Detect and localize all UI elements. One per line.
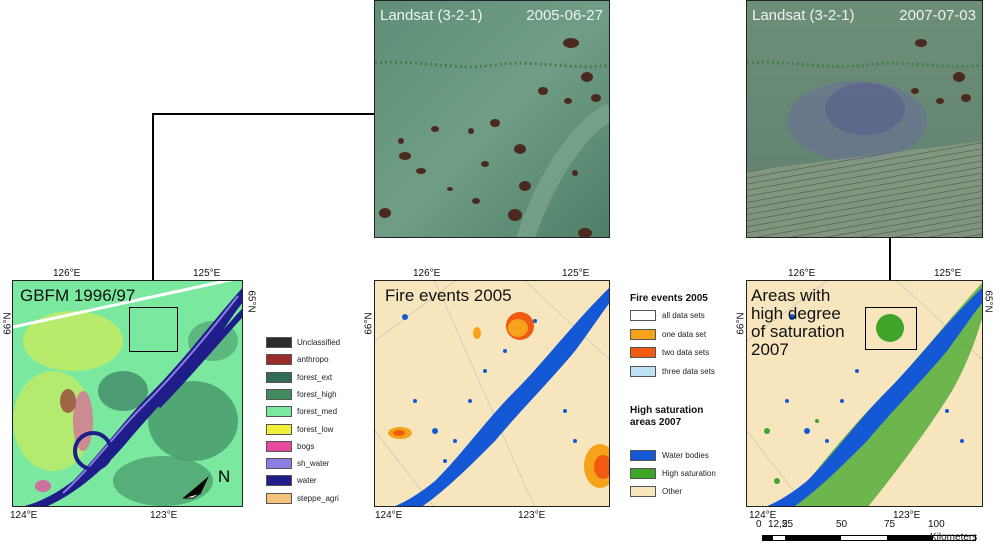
legend-label: one data set [662, 329, 707, 339]
scale-bar-segment [772, 535, 786, 541]
landsat-2007-imagery [747, 1, 982, 237]
legend-swatch [630, 365, 656, 377]
legend-label: water [297, 476, 317, 486]
fire-events-map-title: Fire events 2005 [385, 286, 512, 305]
connector-line-vertical-left [152, 113, 154, 308]
connector-line-horizontal [152, 113, 374, 115]
north-arrow-label: N [218, 467, 231, 486]
legend-swatch [266, 337, 292, 348]
legend-label: all data sets [662, 311, 705, 320]
lon-label-panel1-top-left: 126°E [53, 268, 81, 279]
fire-events-map [375, 281, 609, 506]
scale-tick-label: 75 [884, 519, 896, 530]
lon-label-panel1-bottom-left: 124°E [10, 510, 38, 521]
lat-label-panel3-right: 65°N [982, 290, 994, 313]
landsat-2007-image: Landsat (3-2-1) 2007-07-03 [746, 0, 983, 238]
legend-swatch [630, 450, 656, 461]
scale-bar-segment [932, 535, 976, 541]
legend-label: forest_low [297, 424, 334, 434]
landsat-2005-image: Landsat (3-2-1) 2005-06-27 [374, 0, 610, 238]
gbfm-map-panel: GBFM 1996/97 N [12, 280, 243, 507]
legend-label: forest_high [297, 389, 337, 399]
scale-tick-label: 25 [782, 519, 794, 530]
lon-label-panel2-bottom-right: 123°E [518, 510, 546, 521]
legend-label: bogs [297, 441, 315, 451]
lon-label-panel2-top-left: 126°E [413, 268, 441, 279]
legend-swatch [630, 328, 656, 340]
scale-bar-segment [786, 535, 840, 541]
scale-bar-segment [762, 535, 772, 541]
fire-legend-heading: Fire events 2005 [630, 293, 708, 304]
legend-label: sh_water [297, 459, 330, 469]
legend-swatch [630, 486, 656, 497]
legend-swatch [266, 475, 292, 487]
legend-label: Other [662, 487, 683, 496]
legend-label: Water bodies [662, 451, 709, 460]
saturation-legend-heading: High saturation areas 2007 [630, 405, 704, 428]
saturation-map [747, 281, 982, 506]
lon-label-panel3-top-right: 125°E [934, 268, 962, 279]
gbfm-detail-box [129, 307, 178, 352]
legend-swatch [266, 440, 292, 452]
lon-label-panel3-bottom-right: 123°E [893, 510, 921, 521]
lon-label-panel1-top-right: 125°E [193, 268, 221, 279]
lon-label-panel3-bottom-left: 124°E [749, 510, 777, 521]
gbfm-map-title: GBFM 1996/97 [20, 286, 136, 305]
lon-label-panel2-bottom-left: 124°E [375, 510, 403, 521]
lon-label-panel1-bottom-right: 123°E [150, 510, 178, 521]
legend-swatch [266, 371, 292, 383]
legend-swatch [266, 406, 292, 418]
saturation-map-title: Areas with high degree of saturation 200… [751, 286, 845, 359]
lon-label-panel3-top-left: 126°E [788, 268, 816, 279]
legend-swatch [630, 310, 656, 321]
legend-swatch [266, 354, 292, 366]
landsat-2005-band-title: Landsat (3-2-1) [380, 7, 483, 24]
legend-label: High saturation [662, 469, 716, 478]
connector-line-vertical-right [889, 238, 891, 306]
legend-swatch [630, 347, 656, 358]
legend-label: forest_ext [297, 372, 333, 382]
saturation-map-panel: Areas with high degree of saturation 200… [746, 280, 983, 507]
legend-swatch [630, 468, 656, 479]
scale-tick-label: 0 [756, 519, 762, 530]
saturation-detail-box [865, 307, 917, 350]
scale-bar: 0 12,5 25 50 75 100 Kilometers [750, 519, 1000, 546]
scale-bar-segment [888, 535, 932, 541]
legend-label: two data sets [662, 348, 710, 357]
legend-label: forest_med [297, 407, 338, 417]
legend-swatch [266, 423, 292, 435]
legend-swatch [266, 388, 292, 400]
legend-label: Unclassified [297, 338, 341, 347]
legend-label: steppe_agri [297, 493, 339, 503]
scale-tick-label: 50 [836, 519, 848, 530]
legend-label: anthropo [297, 355, 329, 365]
legend-label: three data sets [662, 366, 715, 376]
landsat-2005-imagery [375, 1, 609, 237]
lat-label-panel1-right: 65°N [245, 290, 257, 313]
scale-tick-label: 100 [928, 519, 945, 530]
legend-swatch [266, 458, 292, 470]
scale-bar-segment [840, 535, 888, 541]
scale-unit-label: Kilometers [930, 532, 978, 543]
gbfm-classification-map [13, 281, 242, 506]
scale-tick-label: 12,5 [768, 519, 788, 530]
lon-label-panel2-top-right: 125°E [562, 268, 590, 279]
fire-events-map-panel: Fire events 2005 [374, 280, 610, 507]
landsat-2007-band-title: Landsat (3-2-1) [752, 7, 855, 24]
legend-swatch [266, 492, 292, 504]
landsat-2005-date: 2005-06-27 [526, 7, 603, 24]
north-arrow-icon [182, 476, 209, 499]
landsat-2007-date: 2007-07-03 [899, 7, 976, 24]
